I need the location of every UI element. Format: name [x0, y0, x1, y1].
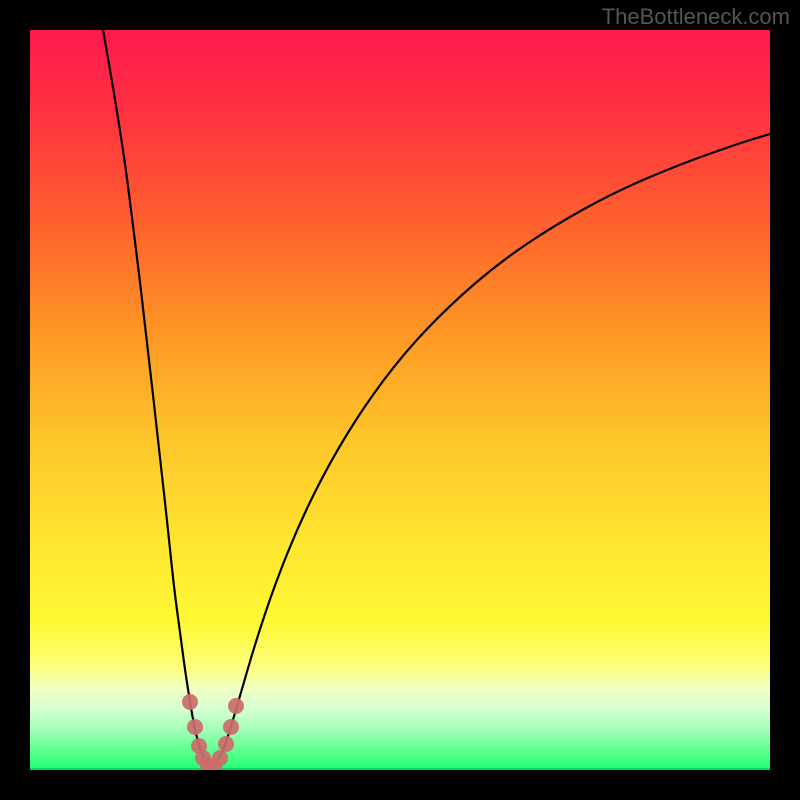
data-marker: [182, 694, 198, 710]
plot-area: [30, 30, 770, 770]
data-marker: [228, 698, 244, 714]
watermark-label: TheBottleneck.com: [602, 4, 790, 30]
gradient-background: [30, 30, 770, 770]
data-marker: [218, 736, 234, 752]
data-marker: [223, 719, 239, 735]
figure-root: TheBottleneck.com: [0, 0, 800, 800]
bottleneck-curve-chart: [30, 30, 770, 770]
data-marker: [212, 750, 228, 766]
data-marker: [187, 719, 203, 735]
